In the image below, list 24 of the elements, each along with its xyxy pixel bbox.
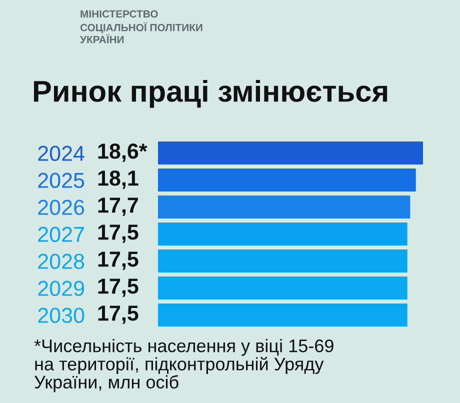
chart-title: Ринок праці змінюється [34, 80, 388, 108]
data-label: 17,5 [98, 224, 138, 243]
data-label: 17,7 [98, 198, 138, 216]
y-tick-label: 2027 [38, 226, 84, 242]
bar [158, 196, 410, 218]
y-tick-label: 2028 [38, 254, 84, 270]
bar [158, 304, 408, 326]
data-label: 17,5 [98, 306, 138, 324]
text: *Чисельність населення у віці 15-69 на території, підконтрольній Уряду України, млн осіб [34, 339, 334, 392]
y-tick-label: 2026 [38, 200, 84, 216]
y-tick-label: 2030 [38, 308, 84, 324]
data-label: 18,6* [98, 144, 148, 162]
y-tick-label: 2024 [38, 146, 84, 162]
bar [158, 250, 408, 272]
data-label: 17,5 [98, 252, 138, 270]
y-tick-label: 2025 [38, 172, 84, 188]
bar [158, 168, 416, 192]
bar [158, 222, 408, 246]
text: МІНІСТЕРСТВО СОЦІАЛЬНОЇ ПОЛІТИКИ УКРАЇНИ [80, 10, 202, 44]
data-label: 17,5 [98, 278, 138, 297]
bar [158, 276, 408, 300]
data-label: 18,1 [98, 170, 138, 189]
bar [158, 142, 423, 164]
y-tick-label: 2029 [38, 280, 84, 296]
